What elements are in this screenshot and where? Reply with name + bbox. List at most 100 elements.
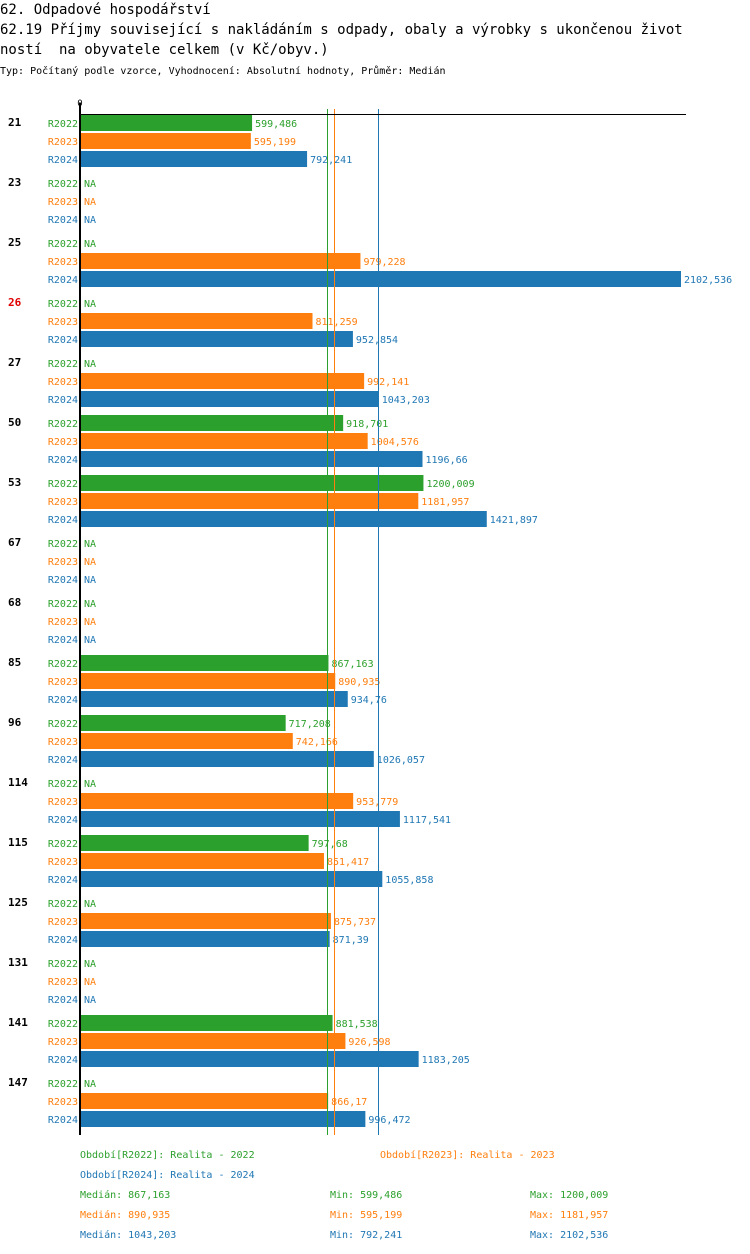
category-label: 27	[8, 356, 21, 369]
category-label: 141	[8, 1016, 28, 1029]
bar	[81, 793, 354, 809]
series-label: R2024	[48, 635, 78, 646]
series-label: R2023	[48, 557, 78, 568]
category-label: 114	[8, 776, 28, 789]
category-label: 115	[8, 836, 28, 849]
bar	[81, 853, 324, 869]
series-label: R2024	[48, 335, 78, 346]
series-label: R2024	[48, 215, 78, 226]
series-label: R2023	[48, 1097, 78, 1108]
value-label: 871,39	[333, 935, 369, 946]
value-label: 881,538	[336, 1019, 378, 1030]
series-label: R2022	[48, 959, 78, 970]
value-label: 918,701	[346, 419, 388, 430]
legend-median-r2023: Medián: 890,935	[80, 1210, 171, 1221]
legend-period-r2023: Období[R2023]: Realita - 2023	[380, 1150, 555, 1161]
bar	[81, 493, 419, 509]
value-label: NA	[84, 197, 96, 208]
series-label: R2024	[48, 935, 78, 946]
category-label: 23	[8, 176, 21, 189]
bar	[81, 271, 681, 287]
category-label: 147	[8, 1076, 28, 1089]
value-label: NA	[84, 539, 96, 550]
value-label: NA	[84, 617, 96, 628]
chart-info: Typ: Počítaný podle vzorce, Vyhodnocení:…	[0, 66, 446, 77]
value-label: NA	[84, 359, 96, 370]
category-label: 25	[8, 236, 21, 249]
value-label: 996,472	[368, 1115, 410, 1126]
value-label: NA	[84, 575, 96, 586]
value-label: 1196,66	[425, 455, 467, 466]
series-label: R2022	[48, 479, 78, 490]
bar	[81, 811, 400, 827]
bar	[81, 655, 329, 671]
series-label: R2024	[48, 155, 78, 166]
value-label: 717,208	[289, 719, 331, 730]
legend-min-r2023: Min: 595,199	[330, 1210, 403, 1221]
legend-period-r2022: Období[R2022]: Realita - 2022	[80, 1150, 255, 1161]
bar	[81, 871, 383, 887]
bar	[81, 133, 251, 149]
bar	[81, 673, 336, 689]
series-label: R2022	[48, 599, 78, 610]
series-label: R2023	[48, 317, 78, 328]
value-label: 595,199	[254, 137, 296, 148]
series-label: R2022	[48, 1079, 78, 1090]
value-label: NA	[84, 215, 96, 226]
legend-period-r2024: Období[R2024]: Realita - 2024	[80, 1170, 255, 1181]
value-label: NA	[84, 779, 96, 790]
series-label: R2024	[48, 515, 78, 526]
series-label: R2023	[48, 977, 78, 988]
value-label: 1117,541	[403, 815, 451, 826]
bar	[81, 1111, 366, 1127]
value-label: 851,417	[327, 857, 369, 868]
value-label: NA	[84, 299, 96, 310]
legend-min-r2022: Min: 599,486	[330, 1190, 403, 1201]
category-label: 85	[8, 656, 21, 669]
value-label: NA	[84, 179, 96, 190]
bar	[81, 733, 293, 749]
value-label: 867,163	[331, 659, 373, 670]
chart-title: 62.19 Příjmy související s nakládáním s …	[0, 22, 683, 38]
bar	[81, 253, 361, 269]
bar	[81, 715, 286, 731]
bar	[81, 475, 424, 491]
bar	[81, 331, 353, 347]
bar	[81, 373, 365, 389]
series-label: R2024	[48, 1055, 78, 1066]
category-label: 26	[8, 296, 22, 309]
legend-min-r2024: Min: 792,241	[330, 1230, 403, 1241]
bar	[81, 835, 309, 851]
chart-title-section: 62. Odpadové hospodářství	[0, 2, 211, 18]
value-label: 926,598	[348, 1037, 390, 1048]
bar	[81, 313, 313, 329]
bar	[81, 115, 253, 131]
value-label: 953,779	[356, 797, 398, 808]
value-label: 1055,858	[385, 875, 433, 886]
series-label: R2024	[48, 695, 78, 706]
value-label: 979,228	[363, 257, 405, 268]
category-label: 131	[8, 956, 28, 969]
category-label: 21	[8, 116, 22, 129]
value-label: NA	[84, 635, 96, 646]
series-label: R2024	[48, 455, 78, 466]
series-label: R2022	[48, 299, 78, 310]
series-label: R2023	[48, 917, 78, 928]
value-label: 2102,536	[684, 275, 732, 286]
legend-max-r2023: Max: 1181,957	[530, 1210, 609, 1221]
bar	[81, 1033, 346, 1049]
value-label: NA	[84, 1079, 96, 1090]
series-label: R2023	[48, 497, 78, 508]
series-label: R2022	[48, 719, 78, 730]
series-label: R2022	[48, 419, 78, 430]
bar	[81, 433, 368, 449]
series-label: R2024	[48, 875, 78, 886]
legend-max-r2022: Max: 1200,009	[530, 1190, 609, 1201]
category-label: 53	[8, 476, 21, 489]
bar	[81, 415, 344, 431]
value-label: 1026,057	[377, 755, 425, 766]
value-label: 599,486	[255, 119, 297, 130]
value-label: 797,68	[312, 839, 348, 850]
value-label: NA	[84, 995, 96, 1006]
legend-max-r2024: Max: 2102,536	[530, 1230, 609, 1241]
